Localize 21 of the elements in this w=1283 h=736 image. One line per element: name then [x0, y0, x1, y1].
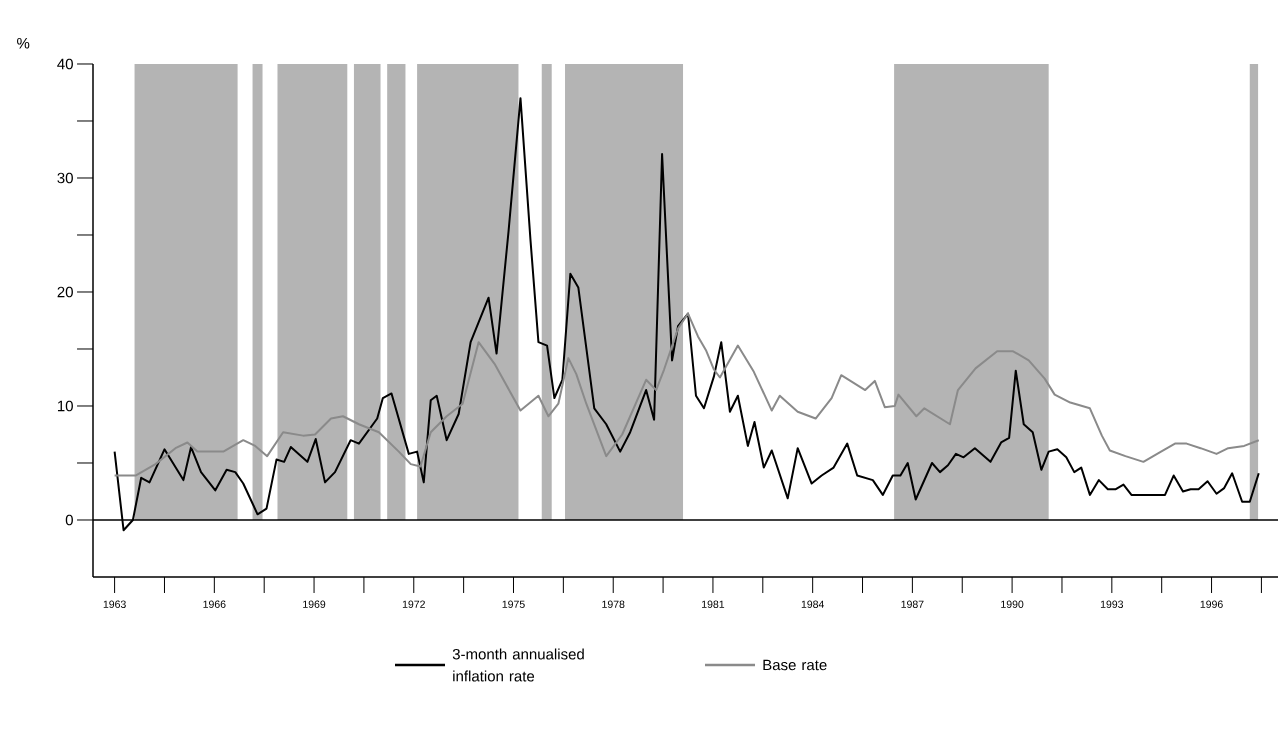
y-tick-label: 40: [57, 58, 73, 70]
x-tick-label: 1993: [1100, 600, 1124, 608]
x-tick-label: 1981: [702, 600, 725, 608]
x-tick-label: 1987: [901, 600, 924, 608]
x-tick-label: 1978: [602, 600, 625, 608]
x-tick-label: 1990: [1001, 600, 1024, 608]
x-tick-label: 1984: [801, 600, 825, 608]
legend-label: Base rate: [763, 659, 827, 671]
x-tick-label: 1969: [303, 600, 326, 608]
x-tick-label: 1966: [203, 600, 226, 608]
y-tick-label: 30: [57, 172, 73, 184]
y-tick-label: 20: [57, 286, 73, 298]
y-axis-title: %: [17, 37, 30, 49]
x-tick-label: 1963: [103, 600, 126, 608]
x-tick-label: 1996: [1200, 600, 1223, 608]
y-tick-label: 0: [65, 514, 73, 526]
line-series: [113, 312, 1260, 477]
legend-label: 3-month annualised inflation rate: [452, 648, 584, 682]
x-tick-label: 1972: [402, 600, 425, 608]
x-tick-label: 1975: [502, 600, 525, 608]
y-tick-label: 10: [57, 400, 73, 412]
